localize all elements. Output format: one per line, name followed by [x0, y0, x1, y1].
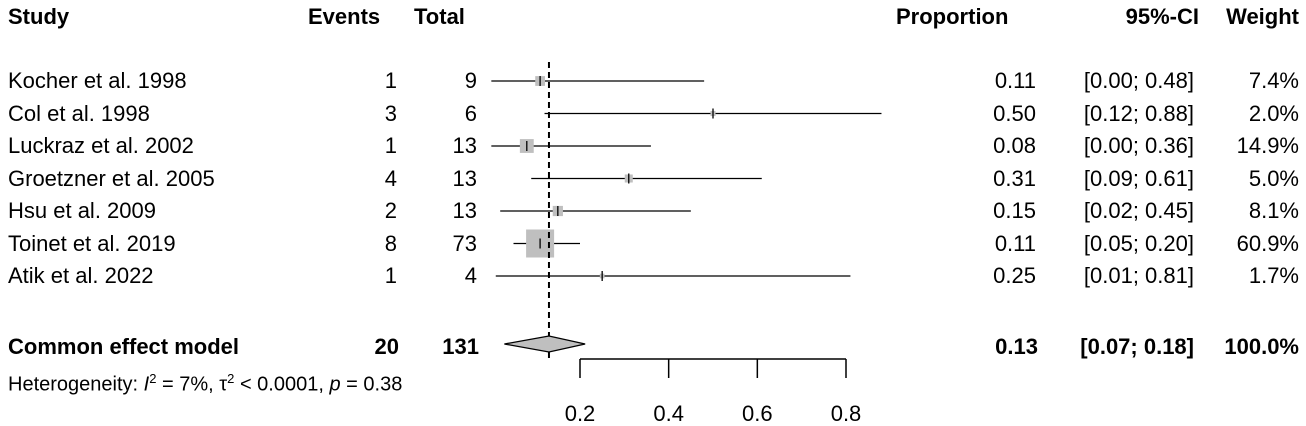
study-name: Toinet et al. 2019 — [8, 230, 176, 256]
study-proportion: 0.08 — [993, 133, 1036, 158]
study-total: 13 — [452, 165, 477, 191]
study-ci: [0.00; 0.48] — [1083, 68, 1194, 93]
study-proportion: 0.11 — [994, 68, 1036, 93]
study-total: 4 — [464, 263, 477, 288]
header-proportion: Proportion — [896, 4, 1009, 29]
study-proportion: 0.31 — [993, 165, 1036, 191]
heterogeneity-prefix: Heterogeneity: — [8, 373, 144, 396]
study-ci: [0.12; 0.88] — [1083, 100, 1194, 126]
study-ci: [0.02; 0.45] — [1083, 198, 1194, 223]
study-ci: [0.00; 0.36] — [1083, 133, 1194, 158]
p-value: = 0.38 — [340, 373, 403, 396]
study-events: 1 — [384, 263, 397, 288]
x-tick-label: 0.2 — [565, 401, 596, 426]
summary-ci: [0.07; 0.18] — [1080, 334, 1194, 359]
summary-weight: 100.0% — [1224, 334, 1299, 359]
study-name: Luckraz et al. 2002 — [8, 133, 194, 158]
header-ci: 95%-CI — [1125, 4, 1199, 29]
study-events: 3 — [384, 100, 397, 126]
study-events: 1 — [384, 68, 397, 93]
study-weight: 60.9% — [1236, 230, 1299, 256]
study-proportion: 0.15 — [993, 198, 1036, 223]
x-tick-label: 0.8 — [831, 401, 862, 426]
header-events: Events — [308, 4, 381, 29]
study-name: Hsu et al. 2009 — [8, 198, 156, 223]
study-total: 9 — [464, 68, 477, 93]
study-weight: 5.0% — [1248, 165, 1299, 191]
study-events: 8 — [384, 230, 397, 256]
summary-diamond — [504, 335, 586, 353]
summary-proportion: 0.13 — [995, 334, 1038, 359]
study-ci: [0.09; 0.61] — [1083, 165, 1194, 191]
tau-sup: 2 — [227, 371, 235, 386]
study-weight: 8.1% — [1248, 198, 1299, 223]
x-tick-label: 0.4 — [653, 401, 684, 426]
header-study: Study — [8, 4, 70, 29]
summary-total: 131 — [442, 334, 479, 359]
study-weight: 7.4% — [1248, 68, 1299, 93]
study-proportion: 0.25 — [993, 263, 1036, 288]
heterogeneity-text: Heterogeneity: I2 = 7%, τ2 < 0.0001, p =… — [8, 366, 402, 398]
study-weight: 2.0% — [1248, 100, 1299, 126]
study-total: 6 — [464, 100, 477, 126]
header-weight: Weight — [1226, 4, 1299, 29]
i2-sup: 2 — [149, 371, 157, 386]
study-events: 4 — [384, 165, 397, 191]
tau-value: < 0.0001, — [234, 373, 330, 396]
study-name: Col et al. 1998 — [8, 100, 150, 126]
study-name: Groetzner et al. 2005 — [8, 165, 215, 191]
study-weight: 14.9% — [1236, 133, 1299, 158]
study-proportion: 0.50 — [993, 100, 1036, 126]
p-symbol: p — [329, 373, 341, 396]
i2-value: = 7%, — [156, 373, 220, 396]
study-total: 13 — [452, 198, 477, 223]
study-total: 73 — [452, 230, 477, 256]
study-events: 2 — [384, 198, 397, 223]
summary-name: Common effect model — [8, 334, 240, 359]
header-total: Total — [414, 4, 465, 29]
tau-symbol: τ — [219, 373, 228, 396]
study-weight: 1.7% — [1248, 263, 1299, 288]
x-tick-label: 0.6 — [742, 401, 773, 426]
study-ci: [0.05; 0.20] — [1083, 230, 1194, 256]
study-total: 13 — [452, 133, 477, 158]
study-events: 1 — [384, 133, 397, 158]
i2-symbol: I — [143, 373, 150, 396]
study-proportion: 0.11 — [994, 230, 1036, 256]
study-ci: [0.01; 0.81] — [1083, 263, 1194, 288]
study-name: Atik et al. 2022 — [8, 263, 154, 288]
study-name: Kocher et al. 1998 — [8, 68, 187, 93]
summary-events: 20 — [374, 334, 399, 359]
